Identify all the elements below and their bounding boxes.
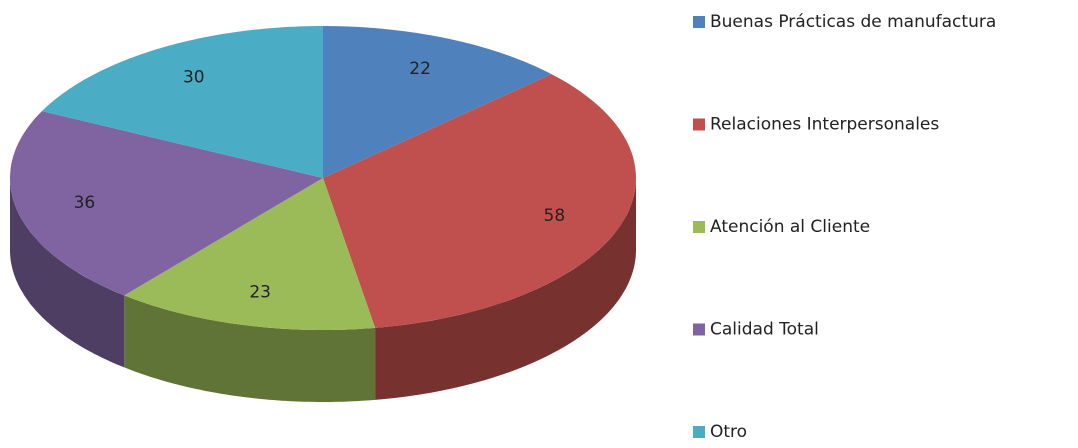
slice xyxy=(10,111,323,296)
slice xyxy=(124,178,376,330)
slice xyxy=(323,74,636,328)
legend-swatch xyxy=(693,426,705,438)
legend-swatch xyxy=(693,118,705,131)
legend-label: Buenas Prácticas de manufactura xyxy=(710,12,996,32)
legend-label: Otro xyxy=(710,422,747,442)
legend-label: Atención al Cliente xyxy=(710,217,870,237)
slice xyxy=(323,26,552,178)
legend-label: Calidad Total xyxy=(710,320,819,340)
slice xyxy=(41,26,324,178)
legend-swatch xyxy=(693,16,705,28)
legend-swatch xyxy=(693,221,705,233)
data-label: 58 xyxy=(544,206,566,226)
data-label: 22 xyxy=(409,59,431,79)
legend-label: Relaciones Interpersonales xyxy=(710,115,939,135)
slice-side xyxy=(124,295,376,402)
slice-side xyxy=(375,178,636,400)
data-label: 30 xyxy=(183,67,205,87)
legend-swatch xyxy=(693,323,705,336)
data-label: 23 xyxy=(249,283,271,303)
data-label: 36 xyxy=(74,193,96,213)
slice-side xyxy=(10,178,125,368)
